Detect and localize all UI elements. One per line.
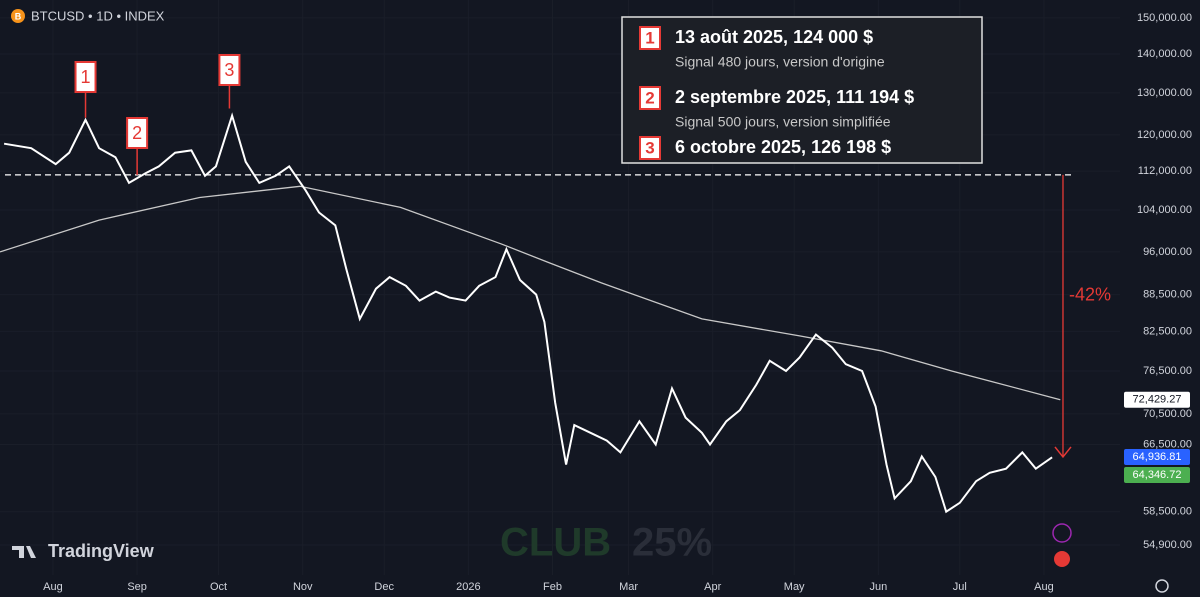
plot: -42% 1 2 3 xyxy=(0,54,1111,514)
price-line xyxy=(3,112,1053,514)
y-tick-label: 58,500.00 xyxy=(1143,506,1192,518)
symbol-header[interactable]: BTCUSD • 1D • INDEX xyxy=(31,8,165,23)
y-tick-label: 76,500.00 xyxy=(1143,365,1192,377)
coin-symbol: B xyxy=(15,11,22,21)
x-tick-label: Dec xyxy=(374,581,394,593)
x-tick-label: 2026 xyxy=(456,581,480,593)
annotation-number-box xyxy=(639,136,661,160)
y-tick-label: 150,000.00 xyxy=(1137,12,1192,24)
price-label: 64,346.72 xyxy=(1133,469,1182,481)
y-tick-label: 112,000.00 xyxy=(1138,165,1192,177)
flag-icon[interactable] xyxy=(1054,551,1070,567)
y-tick-label: 140,000.00 xyxy=(1137,48,1192,60)
y-tick-label: 88,500.00 xyxy=(1143,289,1192,301)
marker-label: 1 xyxy=(81,67,91,87)
x-tick-label: Jul xyxy=(953,581,967,593)
y-tick-label: 96,000.00 xyxy=(1143,246,1192,258)
marker-label: 3 xyxy=(224,60,234,80)
annotation-title: 2 septembre 2025, 111 194 $ xyxy=(675,87,914,107)
price-label-bg xyxy=(1124,391,1190,408)
y-tick-label: 70,500.00 xyxy=(1143,408,1192,420)
x-tick-label: Aug xyxy=(1034,581,1054,593)
y-tick-label: 54,900.00 xyxy=(1143,539,1192,551)
x-tick-label: Apr xyxy=(704,581,721,593)
y-tick-label: 104,000.00 xyxy=(1137,204,1192,216)
watermark: CLUB xyxy=(500,521,611,565)
price-label-bg xyxy=(1124,448,1190,465)
y-tick-label: 82,500.00 xyxy=(1143,325,1192,337)
annotation-number-box xyxy=(639,86,661,110)
arrow-label: -42% xyxy=(1069,285,1111,305)
x-tick-label: Mar xyxy=(619,581,638,593)
x-tick-label: May xyxy=(784,581,805,593)
x-tick-label: Oct xyxy=(210,581,227,593)
annotation-frame xyxy=(621,16,983,164)
logo-text: TradingView xyxy=(48,541,155,561)
marker-label: 2 xyxy=(132,123,142,143)
annotation-number: 2 xyxy=(645,88,654,107)
settings-icon[interactable] xyxy=(1155,579,1169,593)
arrow-head xyxy=(1054,446,1072,459)
annotation-number-box xyxy=(639,26,661,50)
annotation-subtitle: Signal 480 jours, version d'origine xyxy=(675,54,885,70)
grid xyxy=(0,0,1120,575)
x-tick-label: Nov xyxy=(293,581,313,593)
y-tick-label: 66,500.00 xyxy=(1143,438,1192,450)
price-label-bg xyxy=(1124,466,1190,483)
logo[interactable]: TradingView xyxy=(12,541,155,561)
annotation-box xyxy=(621,16,983,164)
annotation-number: 1 xyxy=(645,28,654,47)
marker-box xyxy=(126,117,149,149)
marker-box xyxy=(74,61,97,93)
logo-icon xyxy=(12,546,36,558)
price-label: 72,429.27 xyxy=(1133,394,1182,406)
price-label: 64,936.81 xyxy=(1133,451,1182,463)
flash-icon[interactable] xyxy=(1052,523,1072,543)
price-line xyxy=(0,185,1061,401)
y-tick-label: 130,000.00 xyxy=(1137,87,1192,99)
coin-icon xyxy=(11,9,25,23)
annotation-subtitle: Signal 500 jours, version simplifiée xyxy=(675,114,891,130)
x-tick-label: Jun xyxy=(869,581,887,593)
annotation-title: 13 août 2025, 124 000 $ xyxy=(675,27,873,47)
x-tick-label: Feb xyxy=(543,581,562,593)
marker-box xyxy=(218,54,241,86)
annotation-title: 6 octobre 2025, 126 198 $ xyxy=(675,137,891,157)
x-tick-label: Sep xyxy=(127,581,147,593)
x-tick-label: Aug xyxy=(43,581,63,593)
y-tick-label: 120,000.00 xyxy=(1137,129,1192,141)
annotation-number: 3 xyxy=(645,138,654,157)
watermark: 25% xyxy=(632,521,712,565)
